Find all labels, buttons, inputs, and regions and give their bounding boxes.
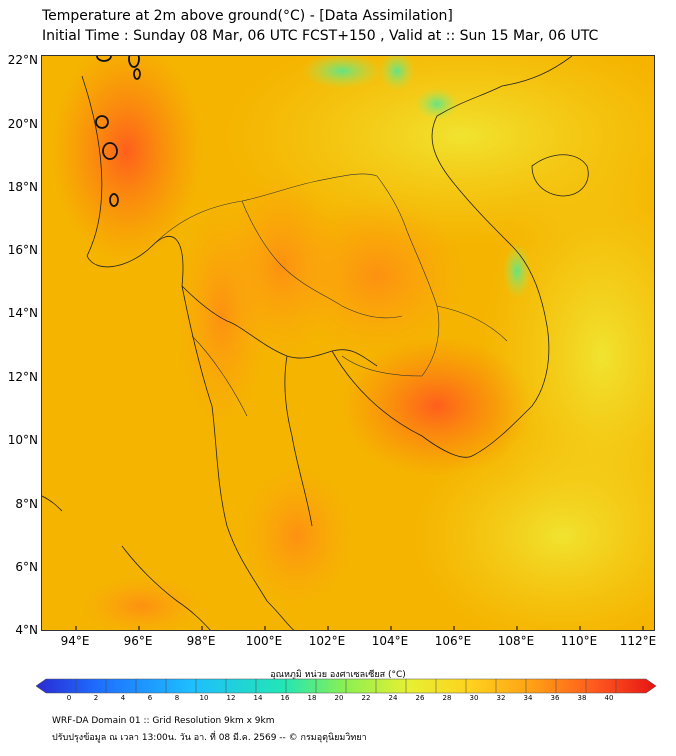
colorbar-tick-8: 8	[174, 694, 180, 702]
colorbar-tick-40: 40	[604, 694, 614, 702]
colorbar-tick-2: 2	[93, 694, 99, 702]
lon-label-106e: 106°E	[434, 634, 472, 648]
colorbar-tick-4: 4	[120, 694, 126, 702]
green-patch-4	[503, 243, 531, 299]
green-patch-1	[302, 56, 382, 89]
colorbar-tick-0: 0	[66, 694, 72, 702]
lat-label-8n: 8°N	[15, 497, 38, 511]
lon-label-98e: 98°E	[186, 634, 216, 648]
lon-label-102e: 102°E	[308, 634, 346, 648]
lon-label-110e: 110°E	[560, 634, 598, 648]
colorbar-tick-36: 36	[550, 694, 560, 702]
title-line-2: Initial Time : Sunday 08 Mar, 06 UTC FCS…	[42, 28, 599, 44]
colorbar-tick-32: 32	[496, 694, 506, 702]
green-patch-3	[415, 88, 459, 120]
colorbar-dividers	[75, 679, 617, 693]
coastlines	[42, 56, 589, 630]
chart-title: Temperature at 2m above ground(°C) - [Da…	[42, 6, 598, 46]
footer-update-info: ปรับปรุงข้อมูล ณ เวลา 13:00น. วัน อา. ที…	[52, 733, 367, 743]
lat-label-22n: 22°N	[7, 53, 38, 67]
graticule-ticks	[75, 626, 644, 630]
colorbar-tick-30: 30	[469, 694, 479, 702]
lat-label-12n: 12°N	[7, 370, 38, 384]
temperature-map	[41, 55, 655, 631]
lon-label-100e: 100°E	[245, 634, 283, 648]
colorbar-tick-28: 28	[442, 694, 452, 702]
lat-label-20n: 20°N	[7, 117, 38, 131]
colorbar-tick-24: 24	[388, 694, 398, 702]
colorbar-tick-22: 22	[361, 694, 371, 702]
hot-zone-cambodia	[342, 336, 532, 476]
lat-label-6n: 6°N	[15, 560, 38, 574]
hot-zone-myanmar	[52, 56, 202, 261]
lon-label-96e: 96°E	[123, 634, 153, 648]
lat-label-16n: 16°N	[7, 243, 38, 257]
lon-label-104e: 104°E	[371, 634, 409, 648]
lat-label-4n: 4°N	[15, 623, 38, 637]
footer-domain-info: WRF-DA Domain 01 :: Grid Resolution 9km …	[52, 716, 275, 726]
country-borders	[151, 173, 508, 417]
colorbar-tick-26: 26	[415, 694, 425, 702]
colorbar	[36, 678, 657, 694]
contour-40c	[95, 56, 141, 207]
lon-label-112e: 112°E	[619, 634, 657, 648]
lon-label-108e: 108°E	[497, 634, 535, 648]
lat-label-10n: 10°N	[7, 433, 38, 447]
title-line-1: Temperature at 2m above ground(°C) - [Da…	[42, 8, 453, 24]
lon-label-94e: 94°E	[60, 634, 90, 648]
colorbar-tick-18: 18	[307, 694, 317, 702]
cool-zone-south	[412, 426, 654, 630]
colorbar-tick-14: 14	[253, 694, 263, 702]
hot-zone-south	[242, 466, 352, 606]
lat-label-14n: 14°N	[7, 306, 38, 320]
colorbar-title: อุณหภูมิ หน่วย องศาเซลเซียส (°C)	[270, 670, 406, 680]
map-canvas	[42, 56, 654, 630]
lat-label-18n: 18°N	[7, 180, 38, 194]
colorbar-tick-34: 34	[523, 694, 533, 702]
colorbar-tick-6: 6	[147, 694, 153, 702]
green-patch-2	[379, 56, 415, 91]
colorbar-tick-10: 10	[199, 694, 209, 702]
hot-zone-sumatra	[82, 576, 202, 630]
colorbar-tick-12: 12	[226, 694, 236, 702]
colorbar-tick-20: 20	[334, 694, 344, 702]
colorbar-tick-16: 16	[280, 694, 290, 702]
colorbar-tick-38: 38	[577, 694, 587, 702]
